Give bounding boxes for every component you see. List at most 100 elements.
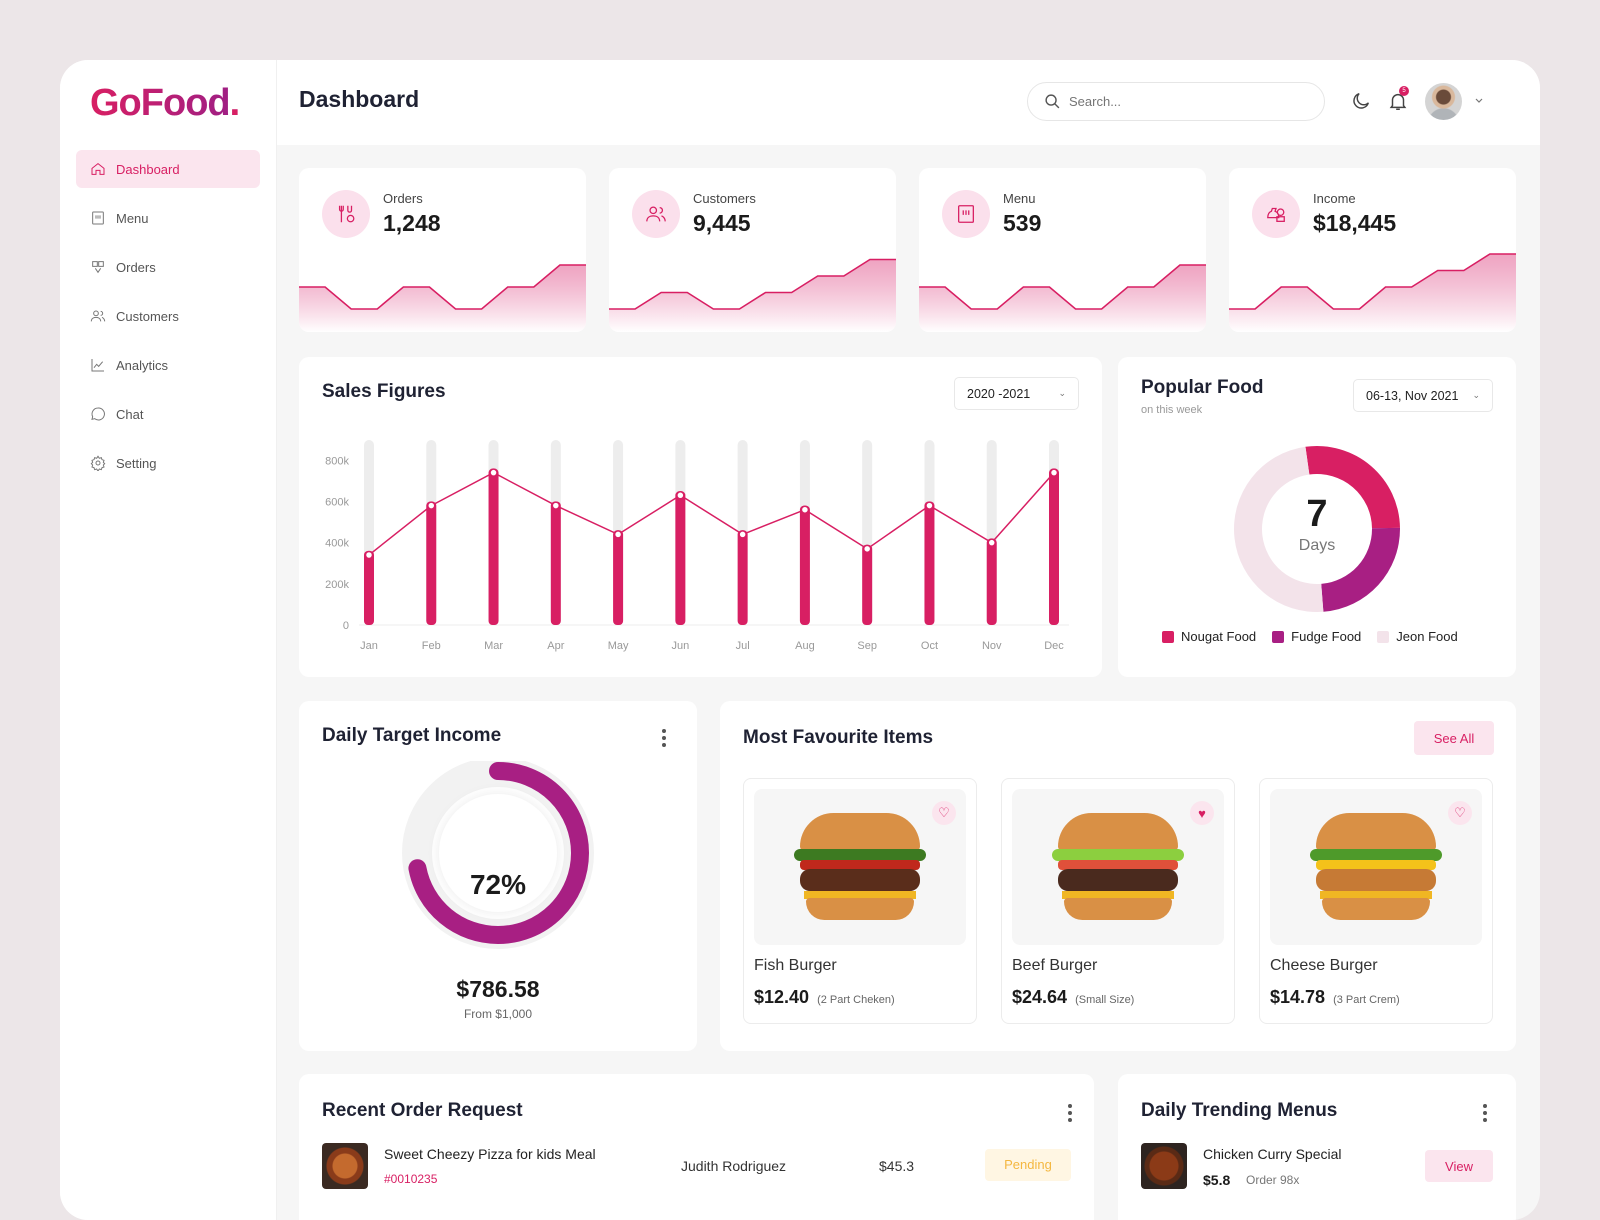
popular-subtitle: on this week: [1141, 404, 1203, 416]
sales-figures-card: Sales Figures 2020 -2021 ⌄ 0 200k 400k 600k 8…: [299, 357, 1102, 677]
point-feb[interactable]: [427, 501, 436, 510]
popular-range-select[interactable]: 06-13, Nov 2021 ⌄: [1353, 379, 1493, 412]
x-tick-label: Aug: [795, 640, 815, 652]
x-tick-label: Dec: [1044, 640, 1064, 652]
point-nov[interactable]: [987, 538, 996, 547]
popular-food-card: Popular Food on this week 06-13, Nov 202…: [1118, 357, 1516, 677]
heart-outline-icon[interactable]: ♡: [1448, 801, 1472, 825]
sales-title: Sales Figures: [322, 381, 446, 402]
bar-sep[interactable]: [862, 544, 873, 625]
donut-center-value: 7: [1306, 493, 1328, 535]
more-options-icon[interactable]: [1482, 1104, 1488, 1122]
chevron-down-icon[interactable]: [1474, 96, 1484, 106]
order-amount: $45.3: [879, 1158, 915, 1174]
point-jul[interactable]: [738, 530, 747, 539]
point-sep[interactable]: [862, 544, 872, 554]
bar-aug[interactable]: [799, 505, 810, 625]
stat-card-income[interactable]: Income $18,445: [1229, 168, 1516, 332]
sidebar-item-menu[interactable]: Menu: [76, 199, 260, 237]
sparkline-line: [299, 264, 586, 310]
bar-jan[interactable]: [364, 551, 374, 625]
burger-image: ♡: [1270, 789, 1482, 945]
sales-line: [368, 471, 1055, 556]
users-icon: [646, 206, 666, 222]
favourite-item-card[interactable]: ♡ Cheese Burger $14.78 (3 Part Crem): [1259, 778, 1493, 1024]
see-all-button[interactable]: See All: [1414, 721, 1494, 755]
stat-icon-badge: [632, 190, 680, 238]
notification-button[interactable]: 5: [1387, 86, 1409, 112]
dark-mode-moon-icon[interactable]: [1350, 90, 1372, 112]
sidebar-item-orders[interactable]: Orders: [76, 248, 260, 286]
stat-icon-badge: [942, 190, 990, 238]
stat-label: Income: [1313, 191, 1356, 206]
trending-item-price: $5.8: [1203, 1172, 1231, 1188]
search-box[interactable]: [1027, 82, 1325, 121]
heart-filled-icon[interactable]: ♥: [1190, 801, 1214, 825]
logo-text: GoFood: [90, 82, 230, 124]
point-jun[interactable]: [676, 491, 685, 500]
bar-nov[interactable]: [986, 538, 997, 625]
bar-apr[interactable]: [550, 501, 561, 625]
slice-jeon-food[interactable]: [1234, 446, 1324, 612]
bar-dec[interactable]: [1049, 468, 1059, 625]
sidebar-item-chat[interactable]: Chat: [76, 395, 260, 433]
stat-card-customers[interactable]: Customers 9,445: [609, 168, 896, 332]
bar-mar[interactable]: [488, 468, 499, 625]
stat-card-orders[interactable]: Orders 1,248: [299, 168, 586, 332]
sidebar-item-label: Analytics: [116, 357, 169, 373]
bar-may[interactable]: [613, 530, 624, 625]
search-input[interactable]: [1069, 94, 1289, 109]
bar-feb[interactable]: [426, 501, 437, 625]
order-id[interactable]: #0010235: [384, 1172, 438, 1186]
more-options-icon[interactable]: [661, 729, 667, 747]
stat-sparkline: [609, 258, 896, 332]
point-apr[interactable]: [551, 501, 561, 510]
sidebar-item-dashboard[interactable]: Dashboard: [76, 150, 260, 188]
trending-title: Daily Trending Menus: [1141, 1100, 1338, 1121]
sparkline-line: [1229, 253, 1516, 310]
x-tick-label: Nov: [982, 640, 1002, 652]
sidebar-item-analytics[interactable]: Analytics: [76, 346, 260, 384]
favourite-item-card[interactable]: ♥ Beef Burger $24.64 (Small Size): [1001, 778, 1235, 1024]
view-button[interactable]: View: [1425, 1150, 1493, 1182]
bar-oct[interactable]: [924, 501, 935, 625]
user-avatar[interactable]: [1425, 83, 1462, 120]
y-tick-label: 800k: [325, 455, 349, 467]
sidebar-item-setting[interactable]: Setting: [76, 444, 260, 482]
point-may[interactable]: [613, 530, 623, 539]
item-note: (2 Part Cheken): [817, 994, 895, 1006]
point-aug[interactable]: [800, 505, 810, 514]
sidebar-item-label: Customers: [116, 308, 179, 324]
favourite-item-card[interactable]: ♡ Fish Burger $12.40 (2 Part Cheken): [743, 778, 977, 1024]
x-tick-label: Jan: [360, 640, 378, 652]
burger-illustration: [1310, 813, 1442, 921]
logo[interactable]: GoFood.: [90, 82, 241, 125]
point-mar[interactable]: [489, 468, 498, 477]
point-dec[interactable]: [1049, 468, 1059, 477]
heart-outline-icon[interactable]: ♡: [932, 801, 956, 825]
order-status-badge: Pending: [985, 1149, 1071, 1181]
bar-jun[interactable]: [675, 491, 686, 625]
more-options-icon[interactable]: [1067, 1104, 1073, 1122]
point-jan[interactable]: [364, 550, 374, 560]
sidebar-item-customers[interactable]: Customers: [76, 297, 260, 335]
stat-value: 9,445: [693, 210, 751, 236]
chevron-down-icon: ⌄: [1472, 390, 1480, 400]
page-title: Dashboard: [299, 86, 420, 112]
bar-jul[interactable]: [737, 530, 748, 625]
sales-range-value: 2020 -2021: [967, 386, 1031, 401]
sales-range-select[interactable]: 2020 -2021 ⌄: [954, 377, 1079, 410]
legend-label: Nougat Food: [1181, 629, 1257, 644]
slice-fudge-food[interactable]: [1321, 527, 1400, 612]
ring-progress: [407, 762, 589, 944]
burger-illustration: [1052, 813, 1184, 921]
item-name: Cheese Burger: [1270, 957, 1378, 974]
legend-label: Jeon Food: [1396, 629, 1458, 644]
slice-nougat-food[interactable]: [1305, 446, 1400, 529]
cutlery-icon: [338, 205, 355, 223]
stat-sparkline: [919, 264, 1206, 332]
burger-image: ♡: [754, 789, 966, 945]
point-oct[interactable]: [925, 501, 934, 510]
stat-card-menu[interactable]: Menu 539: [919, 168, 1206, 332]
popular-donut-chart: [1234, 446, 1400, 612]
